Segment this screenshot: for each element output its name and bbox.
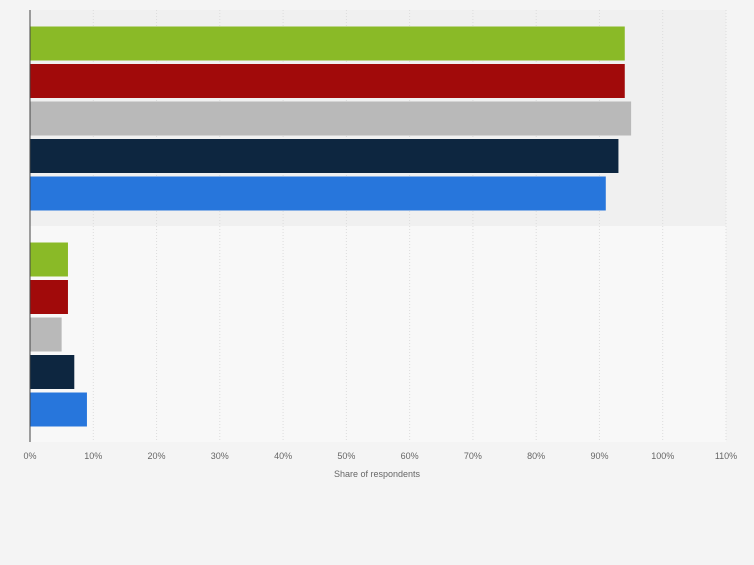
bar-group-2-series-4[interactable] (30, 355, 75, 389)
x-tick-label-80: 80% (527, 451, 545, 461)
x-tick-label-100: 100% (651, 451, 674, 461)
x-tick-label-110: 110% (715, 451, 737, 461)
x-tick-label-90: 90% (590, 451, 608, 461)
bar-group-2-series-2[interactable] (30, 280, 68, 314)
bar-group-1-series-1[interactable] (30, 26, 625, 61)
x-axis-title: Share of respondents (334, 469, 421, 479)
bars (30, 26, 632, 427)
bar-group-1-series-2[interactable] (30, 64, 625, 98)
x-tick-label-40: 40% (274, 451, 292, 461)
bar-group-1-series-4[interactable] (30, 139, 619, 173)
x-tick-label-30: 30% (211, 451, 229, 461)
bar-group-2-series-5[interactable] (30, 392, 87, 427)
x-tick-label-50: 50% (337, 451, 355, 461)
x-tick-label-60: 60% (401, 451, 419, 461)
plot-band-group-2 (30, 226, 726, 442)
bar-group-1-series-5[interactable] (30, 176, 606, 211)
bar-group-1-series-3[interactable] (30, 101, 632, 136)
x-tick-label-20: 20% (148, 451, 166, 461)
x-axis-ticks: 0% 10% 20% 30% 40% 50% 60% 70% 80% 90% 100% 110% (23, 451, 737, 461)
x-tick-label-0: 0% (23, 451, 36, 461)
bar-group-2-series-1[interactable] (30, 242, 68, 277)
x-tick-label-70: 70% (464, 451, 482, 461)
x-tick-label-10: 10% (84, 451, 102, 461)
bar-group-2-series-3[interactable] (30, 317, 62, 352)
